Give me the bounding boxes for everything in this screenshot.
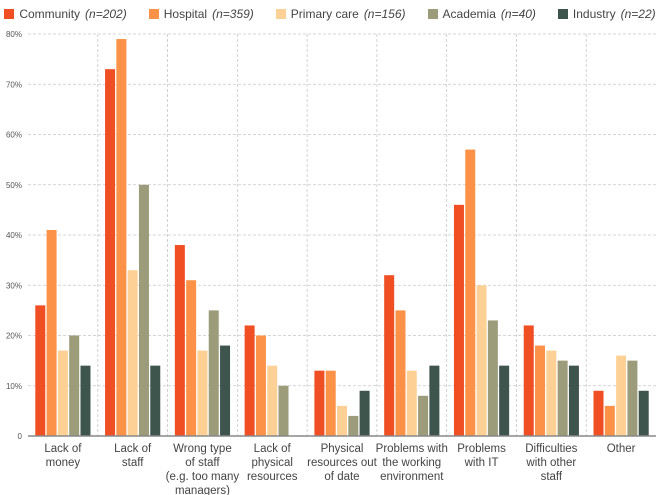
y-tick-label: 50% (6, 181, 22, 190)
bar-hospital (255, 335, 266, 436)
y-tick-label: 10% (6, 382, 22, 391)
legend-swatch (427, 9, 438, 19)
x-category-label: Lack of (254, 443, 292, 455)
legend-item-hospital: Hospital (n=359) (148, 6, 254, 22)
bar-community (453, 204, 464, 436)
y-tick-label: 60% (6, 131, 22, 140)
bar-primary-care (616, 355, 627, 436)
bar-hospital (535, 345, 546, 436)
legend-sample-size: (n=22) (620, 7, 656, 21)
bar-community (244, 325, 255, 436)
y-tick-label: 80% (6, 30, 22, 39)
bar-primary-care (127, 270, 138, 436)
bar-primary-care (337, 405, 347, 436)
legend-label: Hospital (163, 7, 208, 21)
bar-industry (359, 390, 370, 436)
bar-academia (557, 360, 568, 436)
x-category-label: Wrong type (173, 443, 232, 455)
x-category-label: (e.g. too many (166, 471, 240, 483)
legend-sample-size: (n=359) (212, 7, 254, 21)
x-category-label: Other (607, 443, 636, 455)
legend-item-industry: Industry (n=22) (557, 6, 656, 22)
y-tick-label: 0 (18, 432, 23, 441)
x-category-label: managers) (175, 485, 230, 495)
bar-industry (429, 365, 440, 436)
x-category-label: environment (380, 471, 444, 483)
bar-academia (418, 395, 429, 436)
x-category-label: staff (541, 471, 563, 483)
x-category-label: Problems (457, 443, 506, 455)
legend-sample-size: (n=156) (363, 7, 406, 21)
legend-swatch (148, 9, 159, 19)
x-category-label: the working (382, 457, 441, 469)
legend-sample-size: (n=202) (85, 7, 127, 21)
bar-industry (220, 345, 231, 436)
bar-community (314, 370, 325, 436)
bar-academia (208, 310, 219, 436)
x-category-label: of date (324, 471, 359, 483)
x-category-label: with IT (464, 457, 499, 469)
y-tick-label: 70% (6, 80, 22, 89)
y-tick-label: 20% (6, 332, 22, 341)
bar-primary-care (406, 370, 417, 436)
bar-community (174, 245, 185, 436)
bar-primary-care (546, 350, 557, 436)
bar-industry (499, 365, 510, 436)
bar-industry (638, 390, 649, 436)
x-category-label: Difficulties (525, 443, 577, 455)
x-category-label: Lack of (114, 443, 152, 455)
x-category-label: with other (525, 457, 576, 469)
x-category-label: Problems with (376, 443, 448, 455)
legend-label: Primary care (290, 7, 359, 21)
legend-sample-size: (n=40) (500, 7, 536, 21)
legend-item-community: Community (n=202) (4, 6, 127, 22)
bar-industry (150, 365, 161, 436)
bar-primary-care (197, 350, 208, 436)
x-category-label: staff (122, 457, 144, 469)
bar-hospital (46, 229, 57, 436)
x-category-label: of staff (185, 457, 220, 469)
bar-hospital (604, 405, 615, 436)
legend-label: Community (19, 7, 81, 21)
legend-swatch (4, 9, 15, 19)
y-tick-label: 40% (6, 231, 22, 240)
bar-primary-care (57, 350, 68, 436)
bar-primary-care (267, 365, 278, 436)
chart-legend: Community (n=202) Hospital (n=359) Primary… (0, 6, 660, 22)
bar-hospital (395, 310, 406, 436)
bar-industry (568, 365, 579, 436)
legend-swatch (275, 9, 286, 19)
bar-hospital (186, 280, 197, 436)
bar-industry (80, 365, 91, 436)
bar-academia (69, 335, 80, 436)
legend-label: Academia (442, 7, 496, 21)
bar-community (593, 390, 604, 436)
bar-community (384, 275, 395, 436)
y-tick-label: 30% (6, 281, 22, 290)
bar-hospital (116, 39, 127, 437)
x-category-label: Lack of (44, 443, 82, 455)
bar-academia (138, 184, 149, 436)
x-category-label: physical (251, 457, 293, 469)
bar-academia (348, 415, 359, 436)
x-category-label: resources (247, 471, 298, 483)
x-category-label: resources out (307, 457, 377, 469)
bar-community (35, 305, 46, 436)
bar-academia (278, 385, 289, 436)
x-category-label: Physical (321, 443, 364, 455)
bar-academia (487, 320, 498, 436)
bar-primary-care (476, 285, 487, 436)
bar-academia (627, 360, 638, 436)
legend-label: Industry (572, 7, 616, 21)
legend-item-academia: Academia (n=40) (427, 6, 536, 22)
bar-community (105, 69, 116, 437)
x-category-label: money (46, 457, 81, 469)
bar-community (523, 325, 534, 436)
bar-hospital (325, 370, 336, 436)
legend-item-primary-care: Primary care (n=156) (275, 6, 406, 22)
legend-swatch (557, 9, 568, 19)
bar-hospital (465, 149, 476, 436)
